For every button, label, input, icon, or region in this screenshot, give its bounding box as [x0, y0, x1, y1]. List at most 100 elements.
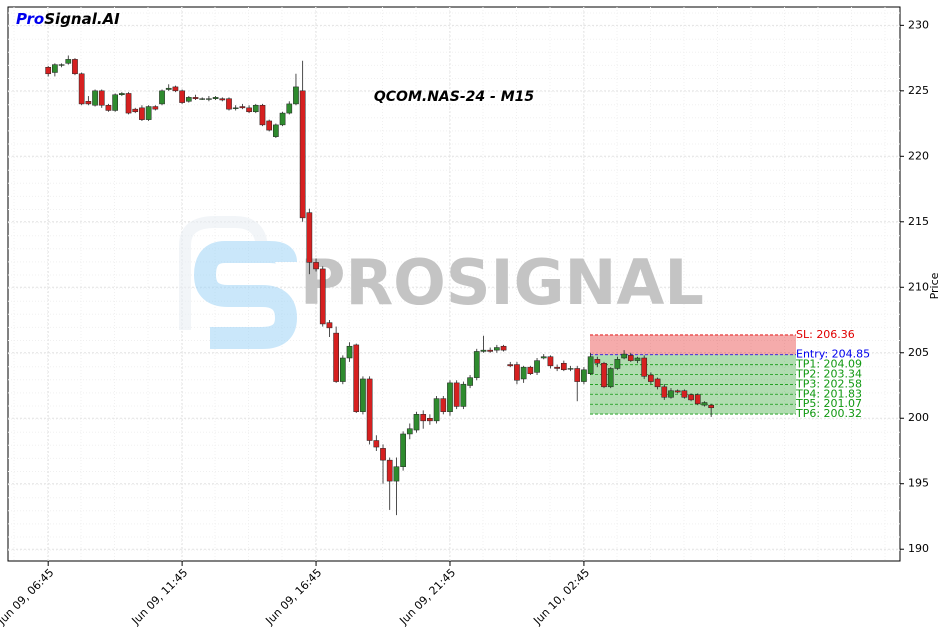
candle-body [520, 366, 527, 380]
candle-body [467, 377, 473, 386]
candle-body [540, 356, 547, 359]
candle-body [339, 357, 346, 382]
candle-body [366, 378, 373, 441]
candle-body [85, 101, 92, 105]
candle-body [674, 390, 681, 393]
candle-body [212, 97, 219, 99]
signal-zone [590, 384, 796, 395]
candle-body [627, 355, 634, 361]
chart-title: QCOM.NAS-24 - M15 [374, 89, 534, 105]
candle-body [353, 344, 360, 412]
level-label: TP6: 200.32 [795, 407, 862, 420]
candle-body [152, 106, 159, 110]
candle-body [574, 368, 581, 382]
candle-body [641, 357, 648, 377]
candle-body [98, 90, 105, 106]
signal-zone [590, 354, 796, 365]
candle-body [206, 98, 212, 100]
candle-body [487, 349, 494, 352]
candle-body [259, 104, 266, 126]
level-label: TP2: 203.34 [795, 367, 862, 380]
candle-body [232, 107, 239, 109]
candle-body [293, 86, 299, 105]
candle-body [594, 359, 601, 364]
candle-body [621, 353, 627, 359]
candle-body [500, 345, 507, 351]
signal-zone [590, 334, 796, 355]
level-label: TP3: 202.58 [795, 377, 862, 390]
candle-body [507, 364, 514, 367]
candle-body [78, 73, 85, 105]
logo-rest: Signal.AI [44, 10, 120, 28]
watermark-logo [179, 216, 298, 349]
candle-body [547, 356, 554, 367]
candle-body [440, 398, 447, 412]
x-tick-label: Jun 09, 21:45 [396, 566, 458, 628]
candle-body [668, 390, 674, 398]
signal-zone [590, 374, 796, 385]
candle-body [112, 94, 118, 111]
candle-body [139, 107, 145, 120]
candle-body [453, 382, 460, 407]
candle-body [360, 378, 366, 412]
grid [8, 7, 900, 561]
candle-body [65, 59, 72, 64]
candle-body [132, 108, 139, 113]
candle-body [172, 86, 179, 92]
level-label: TP5: 201.07 [795, 397, 862, 410]
candle-body [199, 98, 206, 100]
candle-body [219, 98, 226, 101]
candle-body [165, 87, 172, 90]
candle-body [554, 366, 560, 369]
y-tick-label: 190 [908, 542, 929, 555]
candle-body [567, 368, 574, 370]
signal-zone [590, 364, 796, 375]
x-tick-label: Jun 09, 11:45 [129, 566, 191, 628]
watermark-text: PROSIGNAL [300, 246, 704, 319]
candle-body [688, 394, 694, 401]
candle-body [634, 357, 641, 361]
candle-body [118, 93, 125, 95]
candle-body [420, 414, 427, 422]
y-tick-label: 220 [908, 149, 929, 162]
candle-body [373, 440, 380, 448]
logo: ProSignal.AI [16, 10, 120, 28]
logo-pro: Pro [16, 10, 44, 28]
level-label: Entry: 204.85 [796, 348, 870, 361]
candle-body [534, 360, 540, 373]
candle-body [654, 378, 661, 388]
candle-body [447, 382, 453, 412]
candle-body [286, 103, 293, 114]
candle-body [587, 356, 594, 374]
candle-body [386, 459, 393, 482]
candle-body [527, 366, 534, 374]
y-tick-label: 210 [908, 280, 929, 293]
candle-body [473, 351, 480, 378]
candle-body [413, 414, 420, 431]
candle-body [72, 59, 78, 75]
candle-body [661, 386, 668, 398]
candle-body [246, 107, 252, 113]
candle-body [406, 428, 413, 435]
candle-body [393, 466, 400, 482]
x-tick-label: Jun 10, 02:45 [530, 566, 592, 628]
candle-body [681, 390, 688, 398]
candle-body [614, 359, 621, 369]
candle-body [581, 369, 587, 382]
y-tick-label: 205 [908, 346, 929, 359]
candle-body [105, 104, 112, 111]
candle-body [708, 404, 715, 409]
candle-body [648, 374, 654, 382]
candle-body [560, 362, 567, 371]
y-tick-label: 230 [908, 18, 929, 31]
candle-body [226, 98, 232, 110]
candle-body [460, 383, 467, 407]
candle-body [380, 448, 386, 461]
candle-body [125, 93, 132, 114]
candle-body [159, 90, 165, 105]
level-label: SL: 206.36 [796, 328, 855, 341]
candle-body [313, 262, 319, 270]
candle-body [326, 322, 333, 329]
